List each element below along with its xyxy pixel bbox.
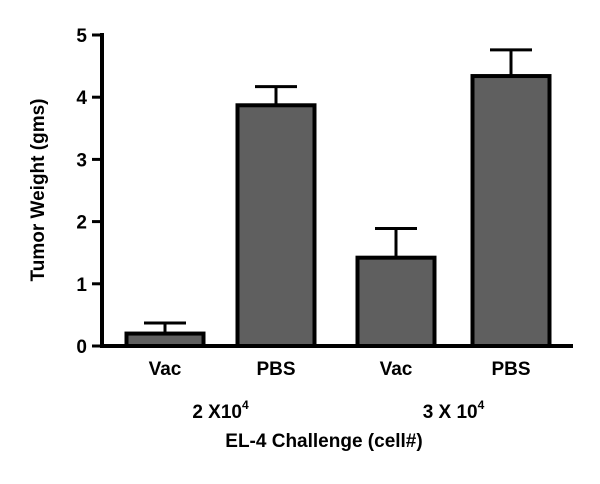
bar-2	[235, 103, 317, 349]
bar-3	[355, 255, 437, 348]
y-tick-label-5: 5	[76, 26, 87, 47]
x-axis-title: EL-4 Challenge (cell#)	[225, 431, 422, 452]
group-label-2: 3 X 104	[423, 398, 485, 423]
bar-4	[470, 74, 552, 348]
category-label-4: PBS	[491, 359, 530, 380]
group-label-1: 2 X104	[192, 398, 249, 423]
y-tick-label-1: 1	[76, 275, 87, 296]
group-exponent-2: 4	[478, 398, 485, 412]
group-exponent-1: 4	[242, 398, 249, 412]
category-label-1: Vac	[149, 359, 182, 380]
y-tick-label-4: 4	[76, 88, 87, 109]
y-tick-label-2: 2	[76, 213, 87, 234]
y-axis-title: Tumor Weight (gms)	[28, 99, 49, 282]
category-label-2: PBS	[256, 359, 295, 380]
y-tick-label-0: 0	[76, 337, 87, 358]
bars-layer	[124, 74, 552, 349]
axes-layer	[92, 33, 573, 348]
error-bars-layer	[144, 48, 532, 334]
y-tick-label-3: 3	[76, 150, 87, 171]
category-label-3: Vac	[380, 359, 413, 380]
labels-layer: 0 1 2 3 4 5 Vac PBS Vac PBS 2 X104 3 X 104	[76, 26, 530, 423]
